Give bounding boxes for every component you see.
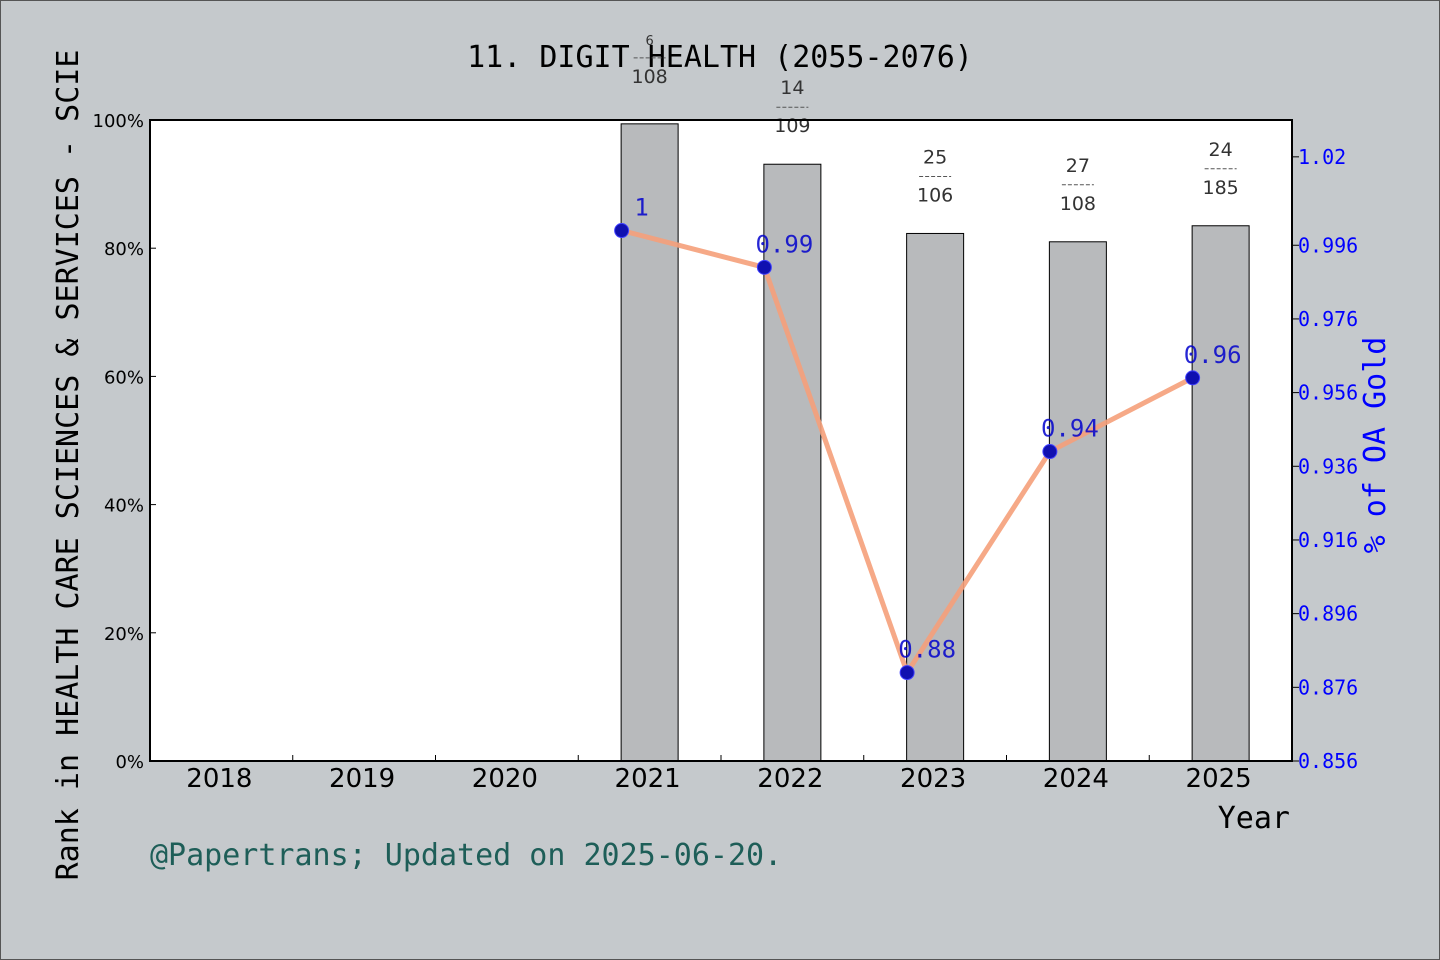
- y-tick-label: 20%: [104, 624, 144, 645]
- y2-tick-label: 0.976: [1298, 307, 1358, 331]
- y2-tick-label: 0.956: [1298, 381, 1358, 405]
- oa-gold-value-label: 1: [634, 194, 648, 222]
- bar-rank-label: 27: [1066, 155, 1090, 177]
- bar-total-label: 108: [1060, 193, 1096, 215]
- y2-tick-label: 0.936: [1298, 454, 1358, 478]
- plot-area: [150, 120, 1292, 761]
- y2-tick-label: 0.896: [1298, 602, 1358, 626]
- oa-gold-value-label: 0.94: [1041, 415, 1099, 443]
- bar-2023: [906, 232, 965, 762]
- y2-tick-label: 0.916: [1298, 528, 1358, 552]
- oa-gold-value-label: 0.99: [755, 230, 813, 258]
- oa-gold-point-2023: [899, 665, 915, 681]
- bar-total-label: 109: [774, 115, 810, 137]
- x-tick-label: 2023: [900, 764, 966, 794]
- oa-gold-point-2024: [1042, 444, 1058, 460]
- y2-tick-label: 0.876: [1298, 675, 1358, 699]
- y2-axis-label: % of OA Gold: [1358, 337, 1393, 554]
- oa-gold-value-label: 0.88: [898, 636, 956, 664]
- bar-total-label: 185: [1202, 177, 1238, 199]
- oa-gold-point-2021: [614, 223, 630, 239]
- x-tick-label: 2021: [615, 764, 681, 794]
- y-tick-label: 0%: [115, 752, 144, 773]
- y2-tick-label: 0.996: [1298, 233, 1358, 257]
- y-tick-label: 60%: [104, 367, 144, 388]
- bar-rank-label: 14: [780, 77, 804, 99]
- y-tick-label: 100%: [93, 111, 144, 132]
- oa-gold-point-2022: [756, 259, 772, 275]
- bar-rank-label: 24: [1209, 139, 1233, 161]
- bar-total-label: 108: [631, 66, 667, 88]
- y-tick-label: 40%: [104, 496, 144, 517]
- bar-rank-label: 25: [923, 146, 947, 168]
- chart-title: 11. DIGIT HEALTH (2055-2076): [467, 40, 973, 75]
- oa-gold-value-label: 0.96: [1184, 341, 1242, 369]
- x-tick-label: 2018: [186, 764, 252, 794]
- x-tick-label: 2022: [757, 764, 823, 794]
- bar-total-label: 106: [917, 184, 953, 206]
- x-tick-label: 2020: [472, 764, 538, 794]
- y2-tick-label: 1.02: [1298, 145, 1346, 169]
- bar-2024: [1048, 241, 1107, 762]
- x-tick-label: 2019: [329, 764, 395, 794]
- x-axis-label: Year: [1218, 801, 1290, 836]
- oa-gold-point-2025: [1185, 370, 1201, 386]
- x-tick-label: 2025: [1186, 764, 1252, 794]
- bar-2022: [763, 163, 822, 762]
- y2-tick-label: 0.856: [1298, 749, 1358, 773]
- x-tick-label: 2024: [1043, 764, 1109, 794]
- bar-2025: [1191, 225, 1250, 762]
- y-tick-label: 80%: [104, 239, 144, 260]
- bar-rank-label: 6: [645, 34, 653, 49]
- bar-2021: [620, 123, 679, 762]
- y-axis-label: Rank in HEALTH CARE SCIENCES & SERVICES …: [51, 50, 86, 881]
- footer-note: @Papertrans; Updated on 2025-06-20.: [150, 838, 782, 873]
